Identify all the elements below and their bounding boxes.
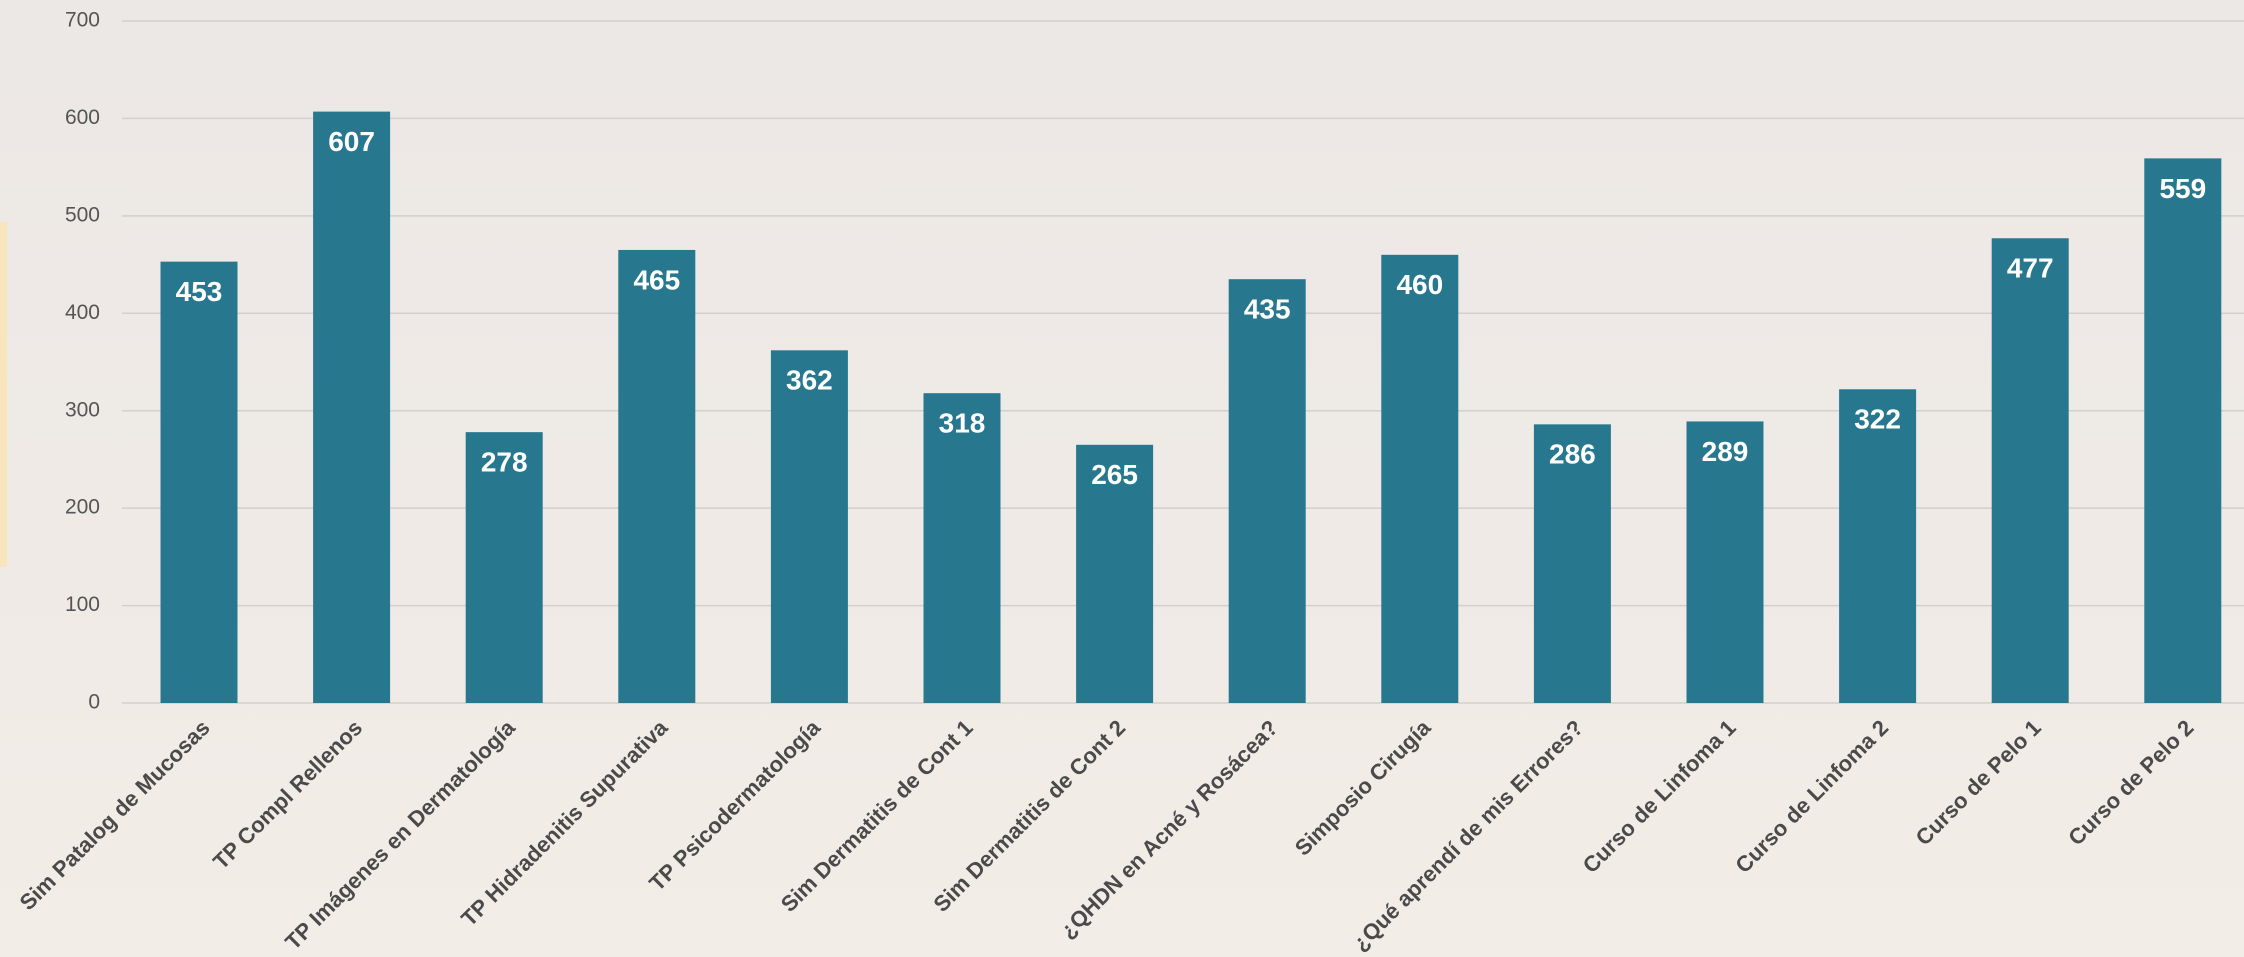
bar (2144, 158, 2221, 703)
bar (618, 250, 695, 703)
x-tick-label: TP Psicodermatología (644, 714, 825, 895)
bar (313, 112, 390, 703)
x-tick-label: Curso de Linfoma 2 (1730, 715, 1893, 878)
y-tick-label: 0 (88, 691, 100, 714)
value-label: 362 (786, 365, 833, 396)
y-tick-label: 100 (65, 593, 100, 616)
bar (924, 393, 1001, 703)
y-tick-label: 300 (65, 398, 100, 421)
y-tick-label: 700 (65, 9, 100, 32)
value-label: 265 (1091, 459, 1138, 490)
value-label: 435 (1244, 294, 1291, 325)
x-tick-label: Curso de Linfoma 1 (1578, 715, 1741, 878)
bar (1381, 255, 1458, 703)
value-label: 318 (939, 408, 986, 439)
value-label: 322 (1854, 404, 1901, 435)
x-tick-label: TP Compl Rellenos (208, 715, 367, 874)
x-tick-label: Curso de Pelo 1 (1911, 715, 2046, 850)
y-tick-label: 600 (65, 106, 100, 129)
value-label: 460 (1396, 269, 1443, 300)
x-tick-label: Sim Patalog de Mucosas (15, 715, 215, 915)
value-label: 477 (2007, 253, 2054, 284)
chart: 0 100 200 300 400 500 600 700 453 Sim Patalog de … (0, 0, 2244, 957)
decor-strip (0, 222, 7, 567)
bar (161, 262, 238, 703)
bar (1839, 389, 1916, 703)
value-label: 559 (2159, 173, 2206, 204)
value-label: 453 (176, 276, 223, 307)
value-label: 289 (1702, 436, 1749, 467)
x-tick-label: Simposio Cirugía (1290, 714, 1436, 860)
y-tick-label: 200 (65, 496, 100, 519)
value-label: 278 (481, 447, 528, 478)
bar (1229, 279, 1306, 703)
value-label: 465 (633, 264, 680, 295)
value-label: 607 (328, 126, 375, 157)
x-tick-label: Curso de Pelo 2 (2063, 715, 2198, 850)
bar (1992, 238, 2069, 703)
value-label: 286 (1549, 439, 1596, 470)
y-tick-label: 400 (65, 301, 100, 324)
bar (771, 350, 848, 703)
y-tick-label: 500 (65, 203, 100, 226)
